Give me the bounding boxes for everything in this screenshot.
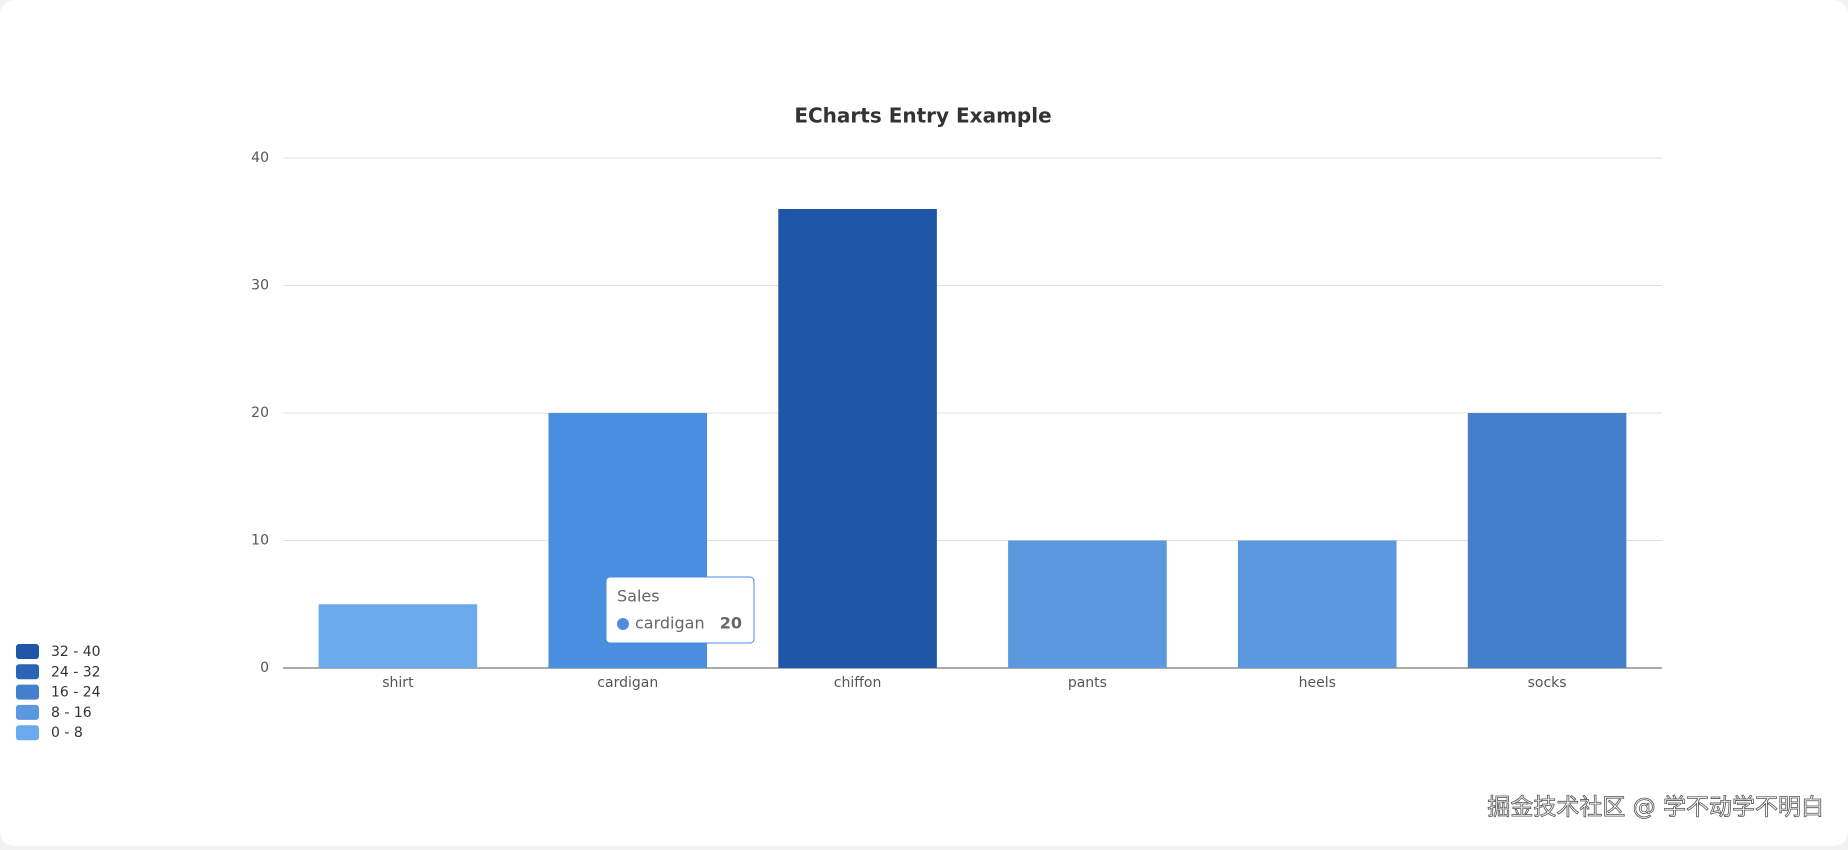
chart-title: ECharts Entry Example (794, 104, 1051, 128)
bar (1237, 540, 1397, 668)
bar (318, 604, 478, 668)
legend-swatch (16, 725, 39, 741)
y-tick-label: 0 (260, 660, 269, 676)
tooltip-dot (617, 618, 629, 630)
tooltip-category: cardigan (635, 614, 705, 633)
legend-label: 32 - 40 (51, 644, 101, 660)
bar (778, 209, 937, 668)
legend-label: 8 - 16 (51, 705, 92, 721)
watermark: 掘金技术社区 @ 学不动学不明白 (1487, 795, 1824, 821)
x-tick-label: pants (1068, 675, 1107, 691)
tooltip-title: Sales (617, 587, 660, 606)
y-tick-label: 30 (251, 278, 269, 294)
legend-swatch (16, 644, 39, 659)
legend-label: 0 - 8 (51, 725, 83, 741)
x-tick-label: heels (1299, 675, 1336, 691)
y-tick-label: 10 (251, 533, 269, 549)
bar (1008, 540, 1167, 668)
tooltip-value: 20 (720, 614, 742, 633)
x-tick-label: shirt (382, 675, 414, 691)
legend-swatch (16, 704, 39, 720)
y-tick-label: 20 (251, 405, 269, 421)
legend-swatch (16, 664, 39, 680)
bar (1467, 413, 1627, 668)
y-tick-label: 40 (251, 150, 269, 166)
legend-swatch (16, 684, 39, 700)
legend-label: 24 - 32 (51, 664, 101, 680)
x-tick-label: cardigan (597, 675, 658, 691)
x-tick-label: chiffon (834, 675, 882, 691)
legend-label: 16 - 24 (51, 685, 101, 701)
x-tick-label: socks (1528, 675, 1567, 691)
tooltip-box (605, 576, 755, 644)
